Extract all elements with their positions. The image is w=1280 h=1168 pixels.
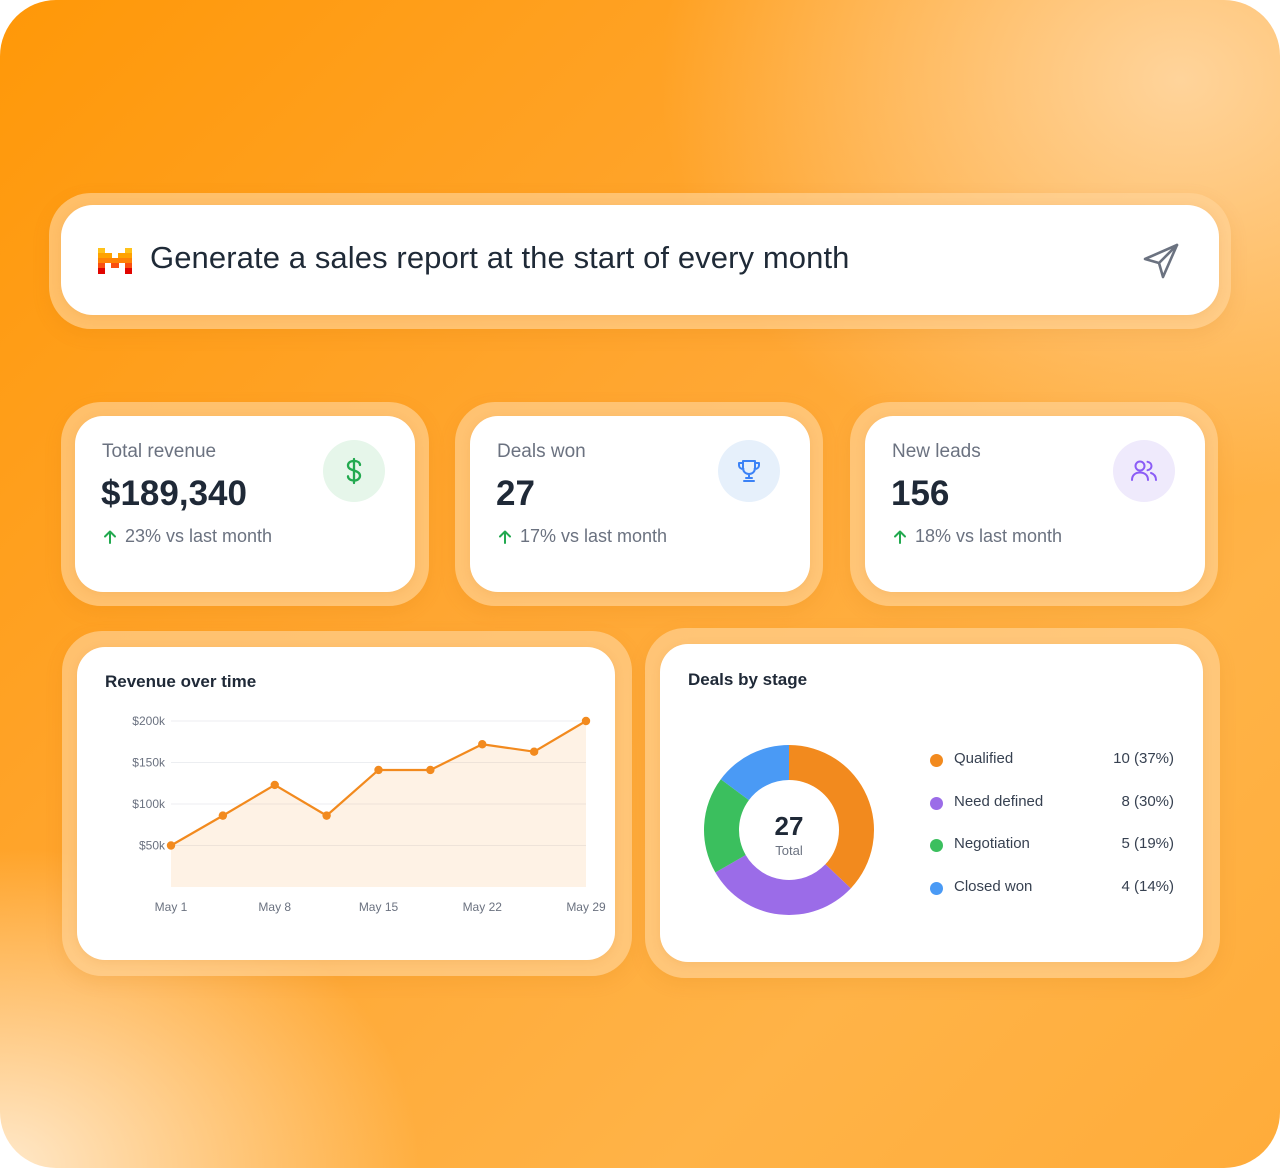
x-tick-label: May 15: [359, 900, 399, 914]
y-tick-label: $50k: [139, 839, 166, 853]
stat-value: 27: [496, 474, 535, 513]
stat-change: 17% vs last month: [497, 526, 667, 547]
donut-slice: [715, 855, 851, 916]
stat-change-text: 23% vs last month: [125, 526, 273, 546]
legend-label: Need defined: [954, 792, 1044, 810]
arrow-up-icon: [499, 530, 511, 544]
legend-label: Qualified: [954, 750, 1014, 767]
prompt-text[interactable]: Generate a sales report at the start of …: [150, 240, 850, 275]
legend-dot: [930, 796, 943, 810]
stat-value: $189,340: [101, 474, 247, 513]
data-point: [270, 780, 279, 790]
legend-dot: [930, 881, 943, 895]
data-point: [529, 747, 539, 756]
legend-item: Need defined 8 (30%): [930, 792, 1174, 814]
arrow-up-icon: [894, 530, 906, 544]
stat-title: New leads: [892, 441, 981, 462]
donut-center-label: Total: [775, 843, 803, 858]
deals-donut-chart: 27 Total: [704, 745, 875, 916]
revenue-line-chart: $50k $100k $150k $200k May 1 May 8 May 15 May 2…: [132, 714, 606, 914]
y-tick-label: $150k: [132, 756, 166, 770]
stat-card-new-leads: New leads 156 18% vs last month: [865, 416, 1205, 592]
data-point: [426, 765, 435, 775]
donut-slice: [789, 745, 875, 889]
legend-dot: [930, 754, 943, 767]
legend-item: Qualified 10 (37%): [930, 749, 1174, 771]
donut-slice: [720, 745, 789, 801]
data-point: [581, 716, 591, 726]
legend-dot: [930, 839, 943, 852]
x-tick-label: May 22: [463, 900, 503, 914]
prompt-bar[interactable]: Generate a sales report at the start of …: [61, 205, 1219, 315]
stat-change: 18% vs last month: [892, 526, 1062, 547]
users-icon: [1113, 440, 1175, 502]
trophy-icon: [718, 440, 780, 502]
data-point: [322, 811, 331, 820]
y-tick-label: $100k: [132, 797, 166, 811]
deals-chart-title: Deals by stage: [688, 670, 808, 689]
stat-title: Deals won: [497, 441, 586, 462]
stat-change: 23% vs last month: [102, 526, 272, 547]
stat-title: Total revenue: [102, 441, 217, 462]
stat-change-text: 17% vs last month: [520, 526, 668, 546]
legend-value: 4 (14%): [1121, 877, 1174, 895]
data-point: [478, 740, 487, 749]
donut-center-value: 27: [775, 811, 804, 841]
dollar-icon: [323, 440, 385, 502]
revenue-chart-card: Revenue over time $50k $100k $150k $200k May…: [77, 647, 615, 960]
x-tick-label: May 29: [566, 900, 606, 914]
arrow-up-icon: [104, 530, 116, 544]
revenue-chart-title: Revenue over time: [105, 672, 257, 691]
deals-chart-card: Deals by stage 27 Total Qualified 10 (37%)…: [660, 644, 1203, 962]
legend-value: 8 (30%): [1121, 792, 1174, 810]
brand-logo-icon: [98, 248, 132, 274]
y-tick-label: $200k: [132, 714, 166, 728]
send-icon[interactable]: [1139, 239, 1183, 283]
legend-label: Negotiation: [954, 835, 1030, 852]
stat-card-deals-won: Deals won 27 17% vs last month: [470, 416, 810, 592]
stat-value: 156: [891, 474, 950, 513]
area-fill: [171, 721, 586, 887]
stat-card-total-revenue: Total revenue $189,340 23% vs last month: [75, 416, 415, 592]
stat-change-text: 18% vs last month: [915, 526, 1063, 546]
legend-item: Negotiation 5 (19%): [930, 834, 1174, 856]
data-point: [374, 765, 383, 775]
x-tick-label: May 1: [155, 900, 188, 914]
x-tick-label: May 8: [258, 900, 291, 914]
data-point: [166, 841, 176, 850]
legend-value: 10 (37%): [1113, 750, 1174, 767]
data-point: [218, 811, 228, 820]
legend-label: Closed won: [954, 877, 1033, 895]
donut-slice: [704, 779, 749, 873]
legend-item: Closed won 4 (14%): [930, 877, 1174, 899]
legend-value: 5 (19%): [1121, 835, 1174, 852]
